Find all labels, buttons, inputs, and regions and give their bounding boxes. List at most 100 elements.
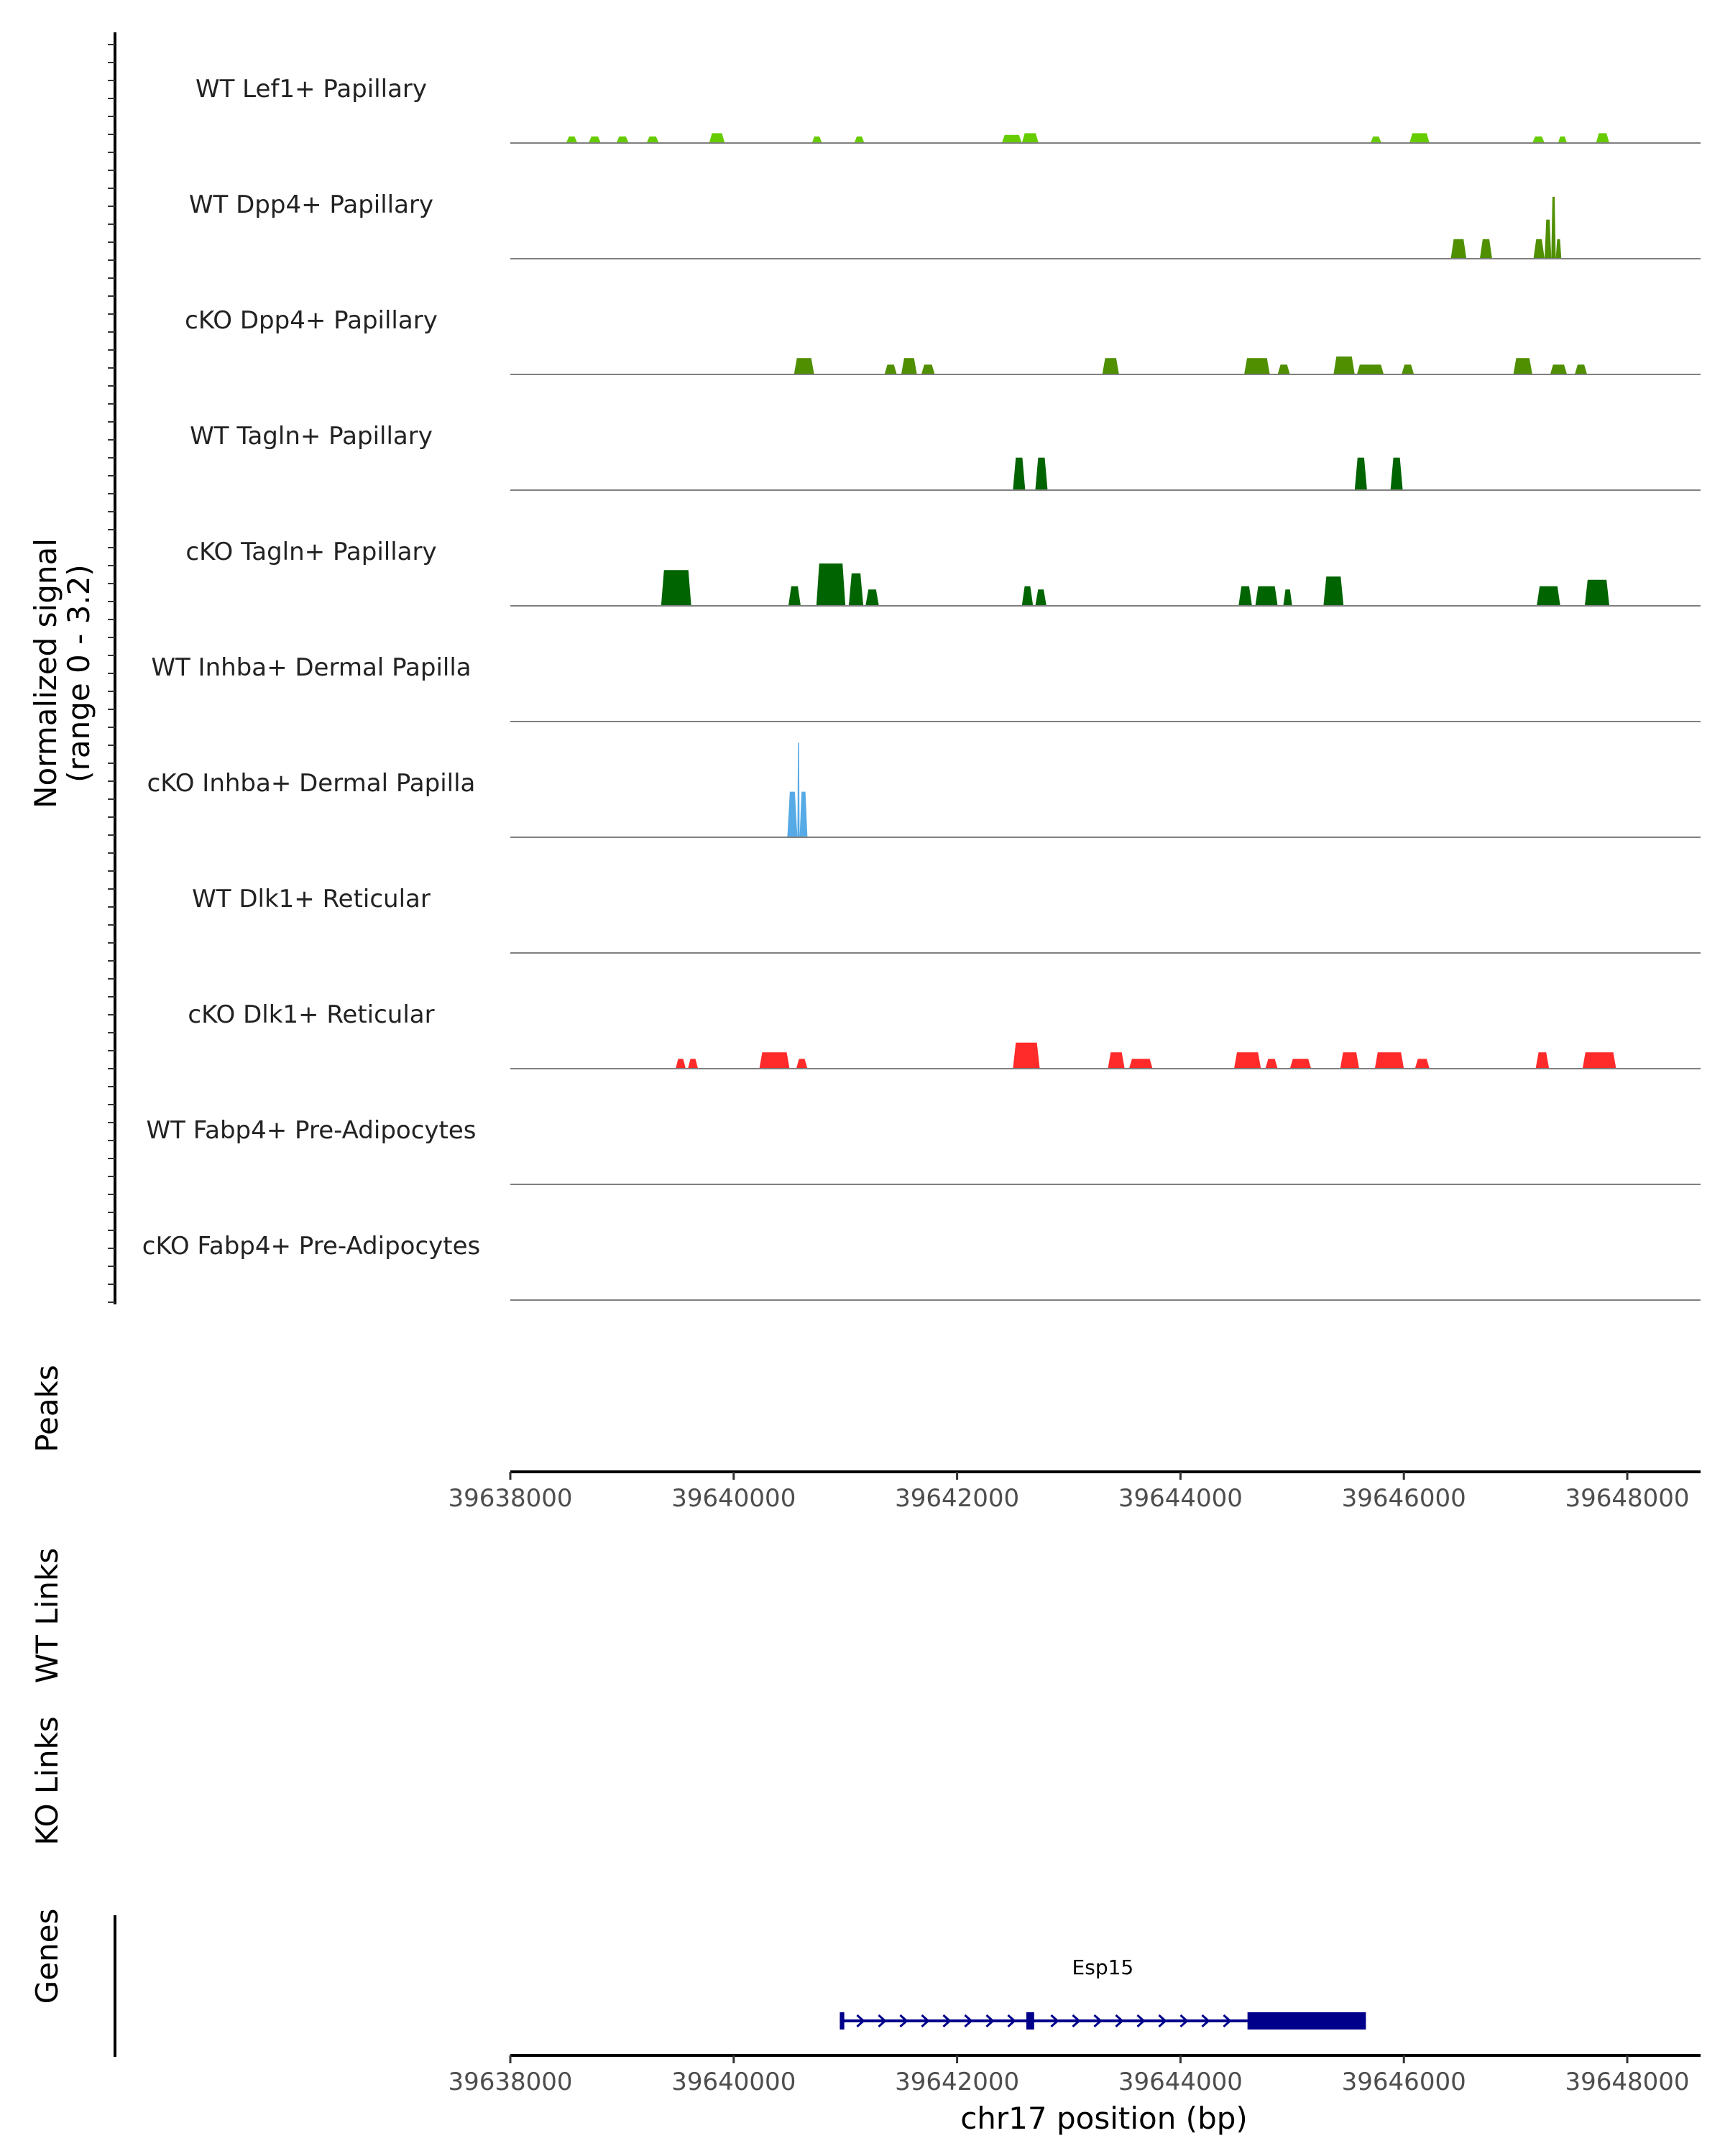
coverage-peak-wt-lef1-papillary-11 [1532, 136, 1545, 143]
coverage-peak-wt-tagln-papillary-1 [1035, 457, 1048, 490]
x-axis-peaks: 39638000 39640000 39642000 39644000 39646000… [448, 1470, 1701, 1513]
wt-links-track-label: WT Links [29, 1548, 65, 1683]
coverage-peak-cko-dlk1-reticular-13 [1535, 1052, 1550, 1069]
coverage-y-axis-title-line2: (range 0 - 3.2) [61, 564, 96, 783]
coverage-peak-wt-lef1-papillary-3 [646, 136, 659, 143]
x-axis-peaks-tick-label-0: 39638000 [448, 1484, 572, 1513]
x-axis-peaks-tick-label-3: 39644000 [1118, 1484, 1243, 1513]
x-axis-genes: 39638000 39640000 39642000 39644000 39646000… [448, 2054, 1701, 2096]
coverage-peak-cko-dpp4-papillary-10 [1513, 358, 1532, 374]
coverage-y-ticks [108, 44, 115, 1303]
x-axis-genes-tick-label-3: 39644000 [1118, 2068, 1243, 2096]
coverage-peak-wt-dpp4-papillary-1 [1479, 239, 1492, 259]
ko-links-track-label: KO Links [29, 1716, 65, 1846]
track-label-wt-tagln-papillary: WT Tagln+ Papillary [190, 422, 433, 451]
coverage-peak-cko-dlk1-reticular-5 [1108, 1052, 1125, 1069]
coverage-peak-cko-inhba-dermal-papilla-0 [787, 791, 798, 837]
x-axis-genes-tick-label-2: 39642000 [895, 2068, 1019, 2096]
gene-label-esp15: Esp15 [1072, 1955, 1134, 1979]
coverage-peak-wt-lef1-papillary-12 [1558, 136, 1568, 143]
coverage-peak-cko-dpp4-papillary-3 [921, 364, 935, 374]
gene-strand-arrow-1 [878, 2014, 887, 2028]
gene-strand-arrow-3 [921, 2014, 930, 2028]
coverage-peak-cko-tagln-papillary-11 [1537, 586, 1560, 606]
track-label-cko-tagln-papillary: cKO Tagln+ Papillary [185, 538, 436, 566]
track-label-wt-lef1-papillary: WT Lef1+ Papillary [196, 75, 427, 103]
coverage-peak-cko-inhba-dermal-papilla-1 [797, 742, 800, 837]
x-axis-peaks-tick-label-4: 39646000 [1342, 1484, 1466, 1513]
coverage-peak-wt-dpp4-papillary-5 [1555, 239, 1562, 259]
track-label-wt-fabp4-pre-adipocytes: WT Fabp4+ Pre-Adipocytes [147, 1116, 477, 1145]
coverage-peak-cko-dpp4-papillary-9 [1402, 364, 1414, 374]
coverage-peak-wt-dpp4-papillary-3 [1545, 219, 1552, 259]
coverage-peak-cko-dlk1-reticular-3 [796, 1059, 808, 1069]
track-label-cko-inhba-dermal-papilla: cKO Inhba+ Dermal Papilla [147, 769, 476, 798]
gene-strand-arrow-16 [1223, 2014, 1232, 2028]
coverage-peak-wt-lef1-papillary-4 [709, 133, 725, 143]
coverage-peak-wt-tagln-papillary-0 [1013, 457, 1026, 490]
gene-exon-2 [1247, 2012, 1366, 2030]
coverage-peak-cko-dpp4-papillary-5 [1244, 358, 1270, 374]
x-axis-genes-tick-label-5: 39648000 [1565, 2068, 1689, 2096]
coverage-peak-cko-dlk1-reticular-7 [1234, 1052, 1261, 1069]
track-label-cko-dpp4-papillary: cKO Dpp4+ Papillary [185, 306, 438, 335]
track-label-wt-dpp4-papillary: WT Dpp4+ Papillary [189, 190, 433, 219]
coverage-peak-wt-dpp4-papillary-4 [1551, 196, 1556, 259]
coverage-peak-cko-tagln-papillary-8 [1255, 586, 1278, 606]
coverage-peak-cko-dpp4-papillary-7 [1333, 356, 1355, 374]
coverage-peak-wt-lef1-papillary-8 [1021, 133, 1039, 143]
coverage-y-axis-title-line1: Normalized signal [28, 538, 63, 808]
gene-strand-arrow-0 [856, 2014, 865, 2028]
gene-strand-arrow-8 [1050, 2014, 1059, 2028]
coverage-peak-cko-dpp4-papillary-0 [794, 358, 814, 374]
gene-track [840, 2012, 1366, 2030]
coverage-peak-wt-lef1-papillary-0 [566, 136, 578, 143]
gene-strand-arrow-12 [1136, 2014, 1146, 2028]
coverage-peak-wt-lef1-papillary-13 [1596, 133, 1610, 143]
coverage-peak-cko-dpp4-papillary-1 [884, 364, 897, 374]
x-axis-peaks-tick-label-1: 39640000 [671, 1484, 796, 1513]
gene-strand-arrow-6 [985, 2014, 995, 2028]
gene-strand-arrow-4 [942, 2014, 952, 2028]
coverage-peak-wt-lef1-papillary-10 [1409, 133, 1430, 143]
coverage-peak-cko-dlk1-reticular-0 [676, 1059, 686, 1069]
coverage-peak-cko-dlk1-reticular-4 [1013, 1042, 1040, 1069]
coverage-peak-wt-lef1-papillary-6 [854, 136, 865, 143]
x-axis-genes-tick-label-1: 39640000 [671, 2068, 796, 2096]
coverage-peak-cko-dpp4-papillary-11 [1550, 364, 1568, 374]
track-label-cko-fabp4-pre-adipocytes: cKO Fabp4+ Pre-Adipocytes [142, 1232, 481, 1261]
coverage-peak-wt-tagln-papillary-3 [1390, 457, 1403, 490]
x-axis-peaks-tick-label-5: 39648000 [1565, 1484, 1689, 1513]
coverage-peak-cko-dlk1-reticular-12 [1414, 1059, 1430, 1069]
coverage-tracks: WT Lef1+ Papillary WT Dpp4+ Papillary cKO … [142, 75, 1701, 1301]
gene-strand-arrow-7 [1007, 2014, 1016, 2028]
gene-strand-arrow-13 [1158, 2014, 1167, 2028]
coverage-peak-cko-tagln-papillary-7 [1238, 586, 1252, 606]
coverage-peak-cko-dlk1-reticular-2 [759, 1052, 790, 1069]
coverage-peak-cko-dlk1-reticular-14 [1582, 1052, 1616, 1069]
coverage-peak-cko-tagln-papillary-12 [1584, 579, 1610, 606]
coverage-peak-cko-tagln-papillary-5 [1021, 586, 1034, 606]
coverage-peak-cko-dpp4-papillary-2 [901, 358, 917, 374]
x-axis-genes-tick-label-4: 39646000 [1342, 2068, 1466, 2096]
coverage-peak-cko-dlk1-reticular-8 [1265, 1059, 1278, 1069]
x-axis-peaks-tick-label-2: 39642000 [895, 1484, 1019, 1513]
coverage-peak-wt-tagln-papillary-2 [1354, 457, 1367, 490]
gene-strand-arrow-15 [1201, 2014, 1210, 2028]
coverage-peak-cko-tagln-papillary-2 [816, 563, 846, 606]
x-axis-title: chr17 position (bp) [960, 2101, 1248, 2136]
gene-strand-arrow-10 [1093, 2014, 1103, 2028]
track-label-wt-inhba-dermal-papilla: WT Inhba+ Dermal Papilla [151, 653, 471, 682]
coverage-peak-cko-tagln-papillary-0 [661, 570, 691, 606]
peaks-track-label: Peaks [29, 1365, 65, 1452]
coverage-peak-cko-tagln-papillary-4 [865, 589, 879, 606]
coverage-peak-cko-dpp4-papillary-12 [1575, 364, 1588, 374]
coverage-peak-cko-dpp4-papillary-4 [1102, 358, 1119, 374]
coverage-peak-cko-tagln-papillary-6 [1035, 589, 1046, 606]
coverage-peak-cko-inhba-dermal-papilla-2 [799, 791, 808, 837]
coverage-peak-wt-dpp4-papillary-2 [1533, 239, 1545, 259]
coverage-peak-wt-lef1-papillary-1 [588, 136, 601, 143]
track-label-cko-dlk1-reticular: cKO Dlk1+ Reticular [188, 1000, 434, 1029]
gene-strand-arrow-11 [1115, 2014, 1124, 2028]
